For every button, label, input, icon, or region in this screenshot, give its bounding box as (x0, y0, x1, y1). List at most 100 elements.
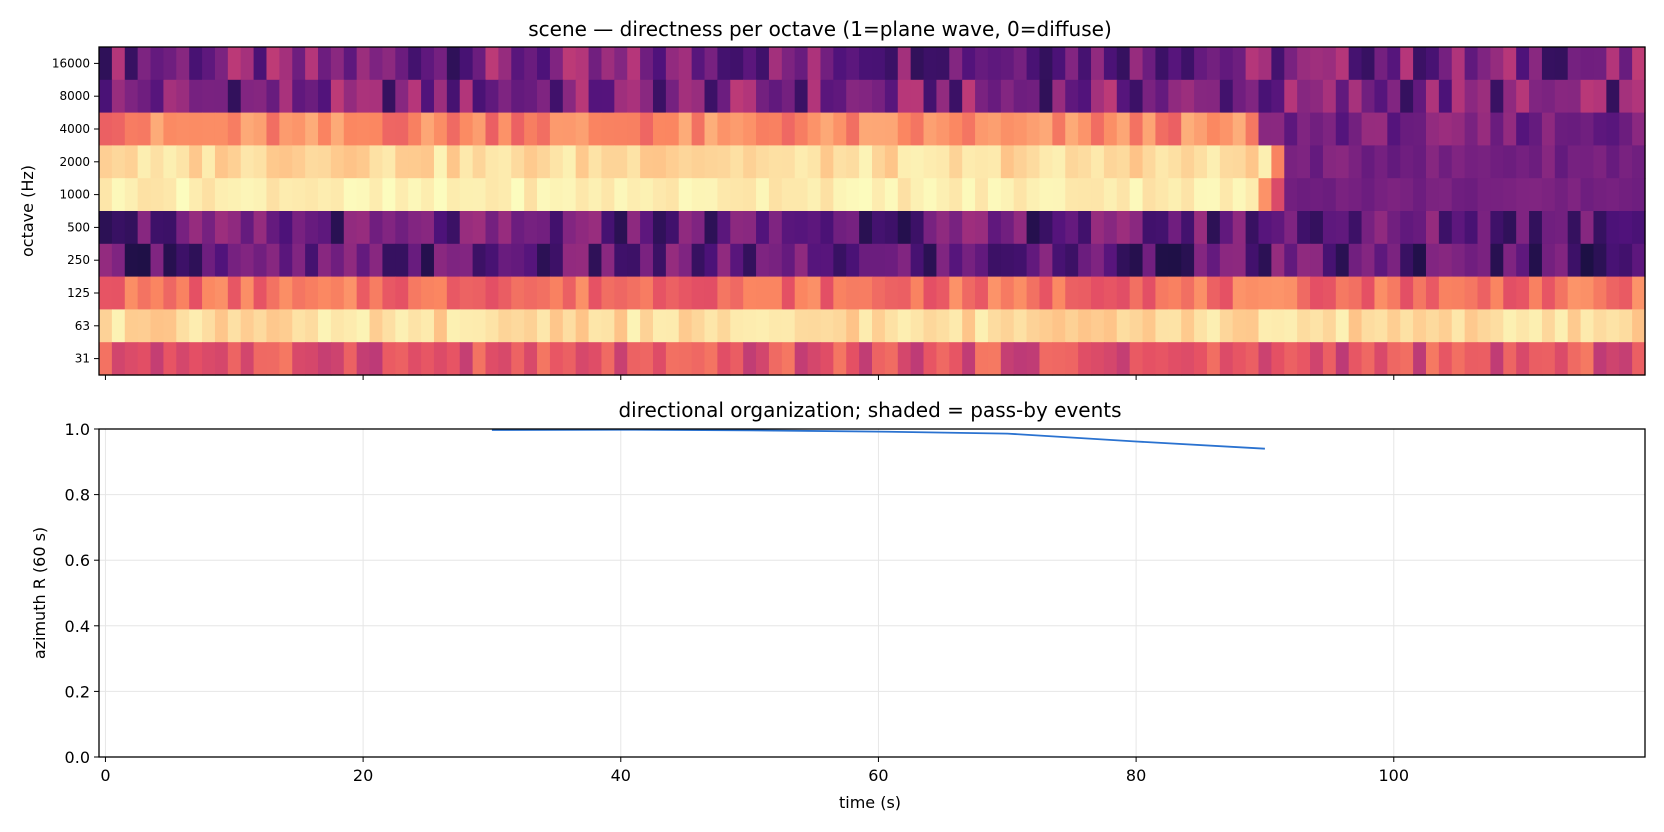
heatmap-cell (575, 145, 590, 179)
heatmap-cell (433, 243, 448, 278)
heatmap-cell (124, 112, 139, 146)
heatmap-cell (421, 276, 435, 310)
heatmap-cell (511, 145, 525, 179)
heatmap-cell (717, 178, 731, 212)
heatmap-cell (292, 276, 306, 310)
heatmap-cell (1387, 243, 1401, 278)
heatmap-cell (1142, 342, 1157, 376)
heatmap-cell (1181, 276, 1195, 310)
line-frame (98, 428, 1646, 758)
heatmap-cell (1129, 309, 1144, 343)
heatmap-cell (768, 276, 783, 310)
heatmap-cell (1103, 178, 1118, 212)
heatmap-cell (1310, 47, 1324, 81)
heatmap-cell (665, 47, 680, 81)
heatmap-cell (627, 145, 641, 179)
heatmap-cell (1554, 342, 1569, 376)
heatmap-cell (395, 47, 409, 81)
heatmap-cell (330, 243, 345, 278)
heatmap-cell (846, 145, 860, 179)
heatmap-cell (962, 145, 976, 179)
heatmap-cell (446, 342, 461, 376)
heatmap-cell (421, 79, 435, 114)
heatmap-cell (1206, 47, 1221, 81)
heatmap-cell (511, 309, 525, 343)
heatmap-cell (1400, 79, 1414, 114)
heatmap-cell (1387, 276, 1401, 310)
heatmap-cell (678, 47, 693, 81)
line-grid (99, 428, 1645, 758)
heatmap-cell (549, 112, 564, 146)
heatmap-cell (691, 145, 706, 179)
heatmap-cell (1554, 243, 1569, 278)
heatmap-cell (511, 112, 525, 146)
heatmap-cell (395, 276, 409, 310)
heatmap-cell (575, 211, 590, 245)
heatmap-cell (1541, 145, 1556, 179)
heatmap-cell (923, 309, 938, 343)
heatmap-cell (897, 145, 912, 179)
heatmap-cell (884, 178, 899, 212)
heatmap-cell (253, 309, 268, 343)
heatmap-cell (227, 145, 242, 179)
heatmap-cell (1451, 145, 1466, 179)
heatmap-cell (214, 211, 229, 245)
heatmap-cell (395, 79, 409, 114)
heatmap-cell (1516, 309, 1530, 343)
heatmap-cell (768, 211, 783, 245)
heatmap-cell (691, 79, 706, 114)
heatmap-cell (781, 178, 796, 212)
heatmap-cell (1387, 342, 1401, 376)
heatmap-cell (163, 145, 177, 179)
heatmap-cell (163, 79, 177, 114)
heatmap-cell (266, 112, 280, 146)
heatmap-cell (949, 79, 963, 114)
heatmap-cell (549, 211, 564, 245)
heatmap-cell (124, 309, 139, 343)
heatmap-cell (485, 243, 499, 278)
heatmap-cell (537, 47, 551, 81)
heatmap-cell (627, 211, 641, 245)
heatmap-cell (1593, 178, 1607, 212)
heatmap-cell (1181, 145, 1195, 179)
heatmap-cell (446, 309, 461, 343)
heatmap-cell (897, 211, 912, 245)
heatmap-cell (202, 342, 216, 376)
heatmap-cell (408, 342, 422, 376)
heatmap-cell (1271, 243, 1285, 278)
heatmap-cell (936, 342, 950, 376)
heatmap-cell (408, 211, 422, 245)
heatmap-cell (1232, 276, 1247, 310)
heatmap-cell (524, 178, 538, 212)
heatmap-cell (1580, 211, 1595, 245)
heatmap-cell (614, 47, 628, 81)
heatmap-cell (421, 178, 435, 212)
heatmap-cell (433, 79, 448, 114)
line-x-tick-label: 40 (611, 766, 631, 785)
heatmap-cell (1103, 145, 1118, 179)
heatmap-cell (369, 47, 384, 81)
heatmap-cell (1606, 79, 1620, 114)
heatmap-cell (227, 79, 242, 114)
heatmap-cell (292, 211, 306, 245)
heatmap-cell (768, 79, 783, 114)
heatmap-cell (1310, 309, 1324, 343)
heatmap-cell (1091, 47, 1105, 81)
heatmap-cell (1168, 145, 1182, 179)
heatmap-cell (408, 145, 422, 179)
heatmap-cell (189, 309, 203, 343)
heatmap-cell (1413, 178, 1427, 212)
heatmap-cell (820, 243, 834, 278)
heatmap-cell (1322, 79, 1337, 114)
heatmap-cell (936, 276, 950, 310)
heatmap-cell (987, 79, 1002, 114)
heatmap-cell (1516, 342, 1530, 376)
heatmap-cell (1606, 342, 1620, 376)
heatmap-cell (1194, 276, 1208, 310)
heatmap-cell (717, 342, 731, 376)
heatmap-cell (421, 243, 435, 278)
heatmap-cell (240, 145, 255, 179)
heatmap-cell (1322, 309, 1337, 343)
heatmap-cell (292, 243, 306, 278)
heatmap-cell (859, 79, 873, 114)
